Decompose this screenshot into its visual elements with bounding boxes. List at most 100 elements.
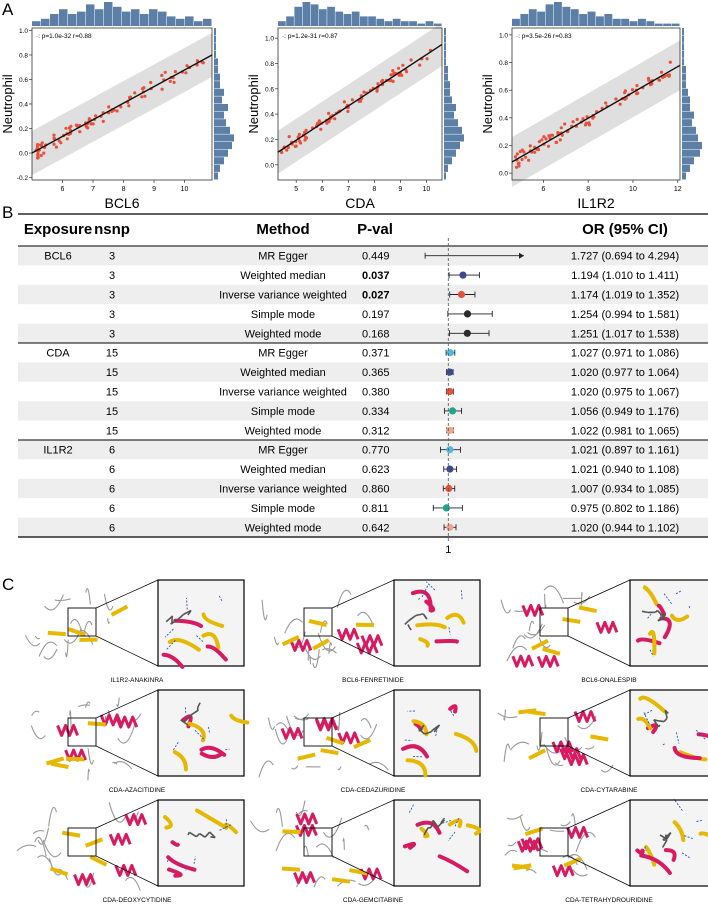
ligand-bond — [662, 832, 672, 841]
data-point — [325, 121, 329, 125]
y-histogram-bar — [214, 157, 224, 165]
protein-sheet — [562, 617, 581, 624]
x-histogram-bar — [310, 4, 319, 27]
y-histogram-bar — [444, 35, 446, 43]
cell-pval: 0.449 — [362, 251, 390, 263]
y-histogram-bar — [682, 43, 684, 51]
inset-ribbon — [635, 848, 645, 856]
protein-coil — [304, 646, 321, 660]
protein-sheet — [527, 709, 546, 717]
ligand-bond — [664, 709, 669, 714]
zoom-line — [331, 745, 395, 777]
point-estimate — [442, 504, 450, 512]
hbond-dashed — [208, 726, 211, 734]
y-histogram-bar — [682, 28, 684, 36]
y-tick-label: -0.2 — [17, 175, 29, 182]
hbond-dashed — [435, 726, 439, 736]
protein-coil — [497, 712, 518, 719]
binding-site-box — [303, 717, 333, 747]
data-point — [517, 161, 521, 165]
protein-coil — [560, 821, 571, 827]
inset-ribbon — [437, 854, 470, 874]
cell-or: 1.021 (0.897 to 1.161) — [571, 445, 679, 457]
x-histogram-bar — [319, 9, 327, 26]
data-point — [94, 114, 98, 118]
row-stripe — [18, 284, 708, 305]
cell-pval: 0.623 — [362, 464, 390, 476]
ligand-bond — [653, 719, 659, 722]
hbond-dashed — [450, 710, 455, 717]
x-histogram-bar — [167, 16, 176, 26]
data-point — [91, 122, 95, 126]
inset-ribbon — [223, 822, 238, 835]
data-point — [389, 73, 393, 77]
ligand-bond — [422, 613, 428, 620]
protein-coil — [523, 623, 543, 639]
x-histogram-bar — [68, 14, 77, 26]
data-point — [623, 91, 627, 95]
y-histogram-bar — [214, 35, 216, 43]
cell-pval: 0.365 — [362, 367, 390, 379]
protein-coil — [317, 632, 336, 652]
y-histogram-bar — [682, 126, 696, 134]
cell-or: 1.027 (0.971 to 1.086) — [571, 348, 679, 360]
x-histogram-bar — [392, 18, 401, 26]
data-point — [128, 95, 132, 100]
protein-coil — [44, 594, 64, 611]
table-row: 6 Inverse variance weighted 0.860 1.007 (0.… — [18, 478, 708, 499]
panel-label-c: C — [2, 575, 15, 594]
ligand-bond — [424, 731, 432, 735]
y-histogram-bar — [444, 43, 446, 51]
cell-or: 1.727 (0.694 to 4.294) — [571, 251, 679, 263]
zoom-line — [567, 855, 631, 887]
x-tick-label: 10 — [629, 186, 637, 193]
hbond-dashed — [181, 863, 187, 871]
y-histogram-bar — [682, 73, 686, 81]
data-point — [518, 149, 522, 154]
protein-coil — [77, 704, 91, 708]
ligand-bond — [408, 626, 412, 631]
inset-ribbon — [401, 744, 429, 759]
protein-coil — [507, 841, 517, 847]
y-tick-label: 0.8 — [265, 61, 274, 68]
x-tick-label: 5 — [294, 186, 298, 193]
row-stripe — [18, 323, 708, 343]
x-histogram-bar — [113, 6, 122, 27]
cell-pval: 0.037 — [362, 270, 390, 282]
zoom-line — [95, 579, 159, 609]
y-histogram-bar — [214, 43, 216, 51]
data-point — [69, 124, 73, 128]
protein-sheet — [356, 622, 375, 628]
protein-sheet — [531, 638, 549, 651]
protein-helix — [595, 620, 619, 634]
y-histogram-bar — [444, 119, 458, 127]
x-histogram-bar — [294, 6, 303, 27]
x-histogram-bar — [104, 2, 113, 26]
protein-helix — [124, 813, 148, 827]
x-axis-label: IL1R2 — [577, 195, 615, 210]
cell-method: Weighted mode — [245, 522, 322, 534]
y-histogram-bar — [682, 172, 686, 180]
ligand-bond — [657, 617, 666, 622]
hbond-dashed — [166, 859, 169, 863]
protein-coil — [360, 723, 378, 740]
inset-ribbon — [672, 746, 702, 761]
point-estimate — [446, 368, 454, 376]
x-histogram-bar — [77, 11, 86, 26]
x-tick-label: 9 — [152, 186, 156, 193]
protein-coil — [128, 811, 140, 822]
inset-ribbon — [418, 637, 430, 648]
x-tick-label: 8 — [586, 186, 590, 193]
y-histogram-bar — [682, 81, 686, 89]
docking-thumbnail: CDA-TETRAHYDROURIDINE — [504, 798, 708, 904]
header-nsnp: nsnp — [94, 221, 130, 238]
x-histogram-bar — [41, 18, 50, 26]
docking-caption: CDA-TETRAHYDROURIDINE — [565, 897, 653, 904]
data-point — [614, 97, 618, 101]
table-row: CDA 15 MR Egger 0.371 1.027 (0.971 to 1.086) — [46, 348, 679, 360]
x-histogram-bar — [59, 9, 68, 26]
protein-coil — [16, 844, 37, 852]
protein-coil — [124, 876, 141, 891]
protein-helix — [551, 864, 575, 878]
inset-ribbon — [205, 644, 228, 662]
